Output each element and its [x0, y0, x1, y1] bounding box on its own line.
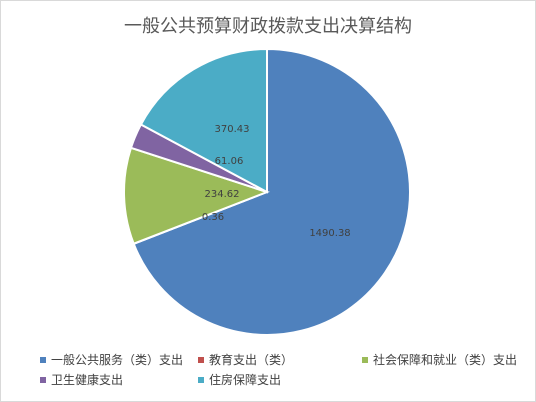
legend-item-education: 教育支出（类） — [198, 352, 293, 368]
legend-label: 教育支出（类） — [209, 353, 294, 367]
legend-swatch — [198, 356, 204, 363]
data-label-housing: 370.43 — [215, 124, 250, 135]
pie-slice-social-security — [123, 146, 270, 245]
legend-label: 住房保障支出 — [209, 373, 282, 387]
legend-swatch — [198, 376, 204, 383]
data-label-social-security: 234.62 — [205, 189, 240, 200]
legend-item-health: 卫生健康支出 — [40, 372, 123, 388]
data-label-health: 61.06 — [215, 156, 244, 167]
data-label-general-public-services: 1490.38 — [309, 228, 350, 239]
data-label-education: 0.36 — [202, 212, 224, 223]
legend-item-general-public-services: 一般公共服务（类）支出 — [40, 352, 183, 368]
legend-item-housing: 住房保障支出 — [198, 372, 281, 388]
legend-swatch — [40, 376, 46, 383]
pie-slice-housing — [139, 47, 268, 194]
legend-label: 卫生健康支出 — [51, 373, 124, 387]
chart-legend: 一般公共服务（类）支出 教育支出（类） 社会保障和就业（类）支出 卫生健康支出 … — [40, 352, 530, 396]
pie-slice-general-public-services — [132, 47, 411, 336]
chart-title: 一般公共预算财政拨款支出决算结构 — [124, 16, 412, 37]
legend-item-social-security: 社会保障和就业（类）支出 — [362, 352, 517, 368]
legend-label: 社会保障和就业（类）支出 — [373, 353, 518, 367]
legend-swatch — [40, 356, 46, 363]
legend-swatch — [362, 356, 368, 363]
legend-label: 一般公共服务（类）支出 — [51, 353, 184, 367]
